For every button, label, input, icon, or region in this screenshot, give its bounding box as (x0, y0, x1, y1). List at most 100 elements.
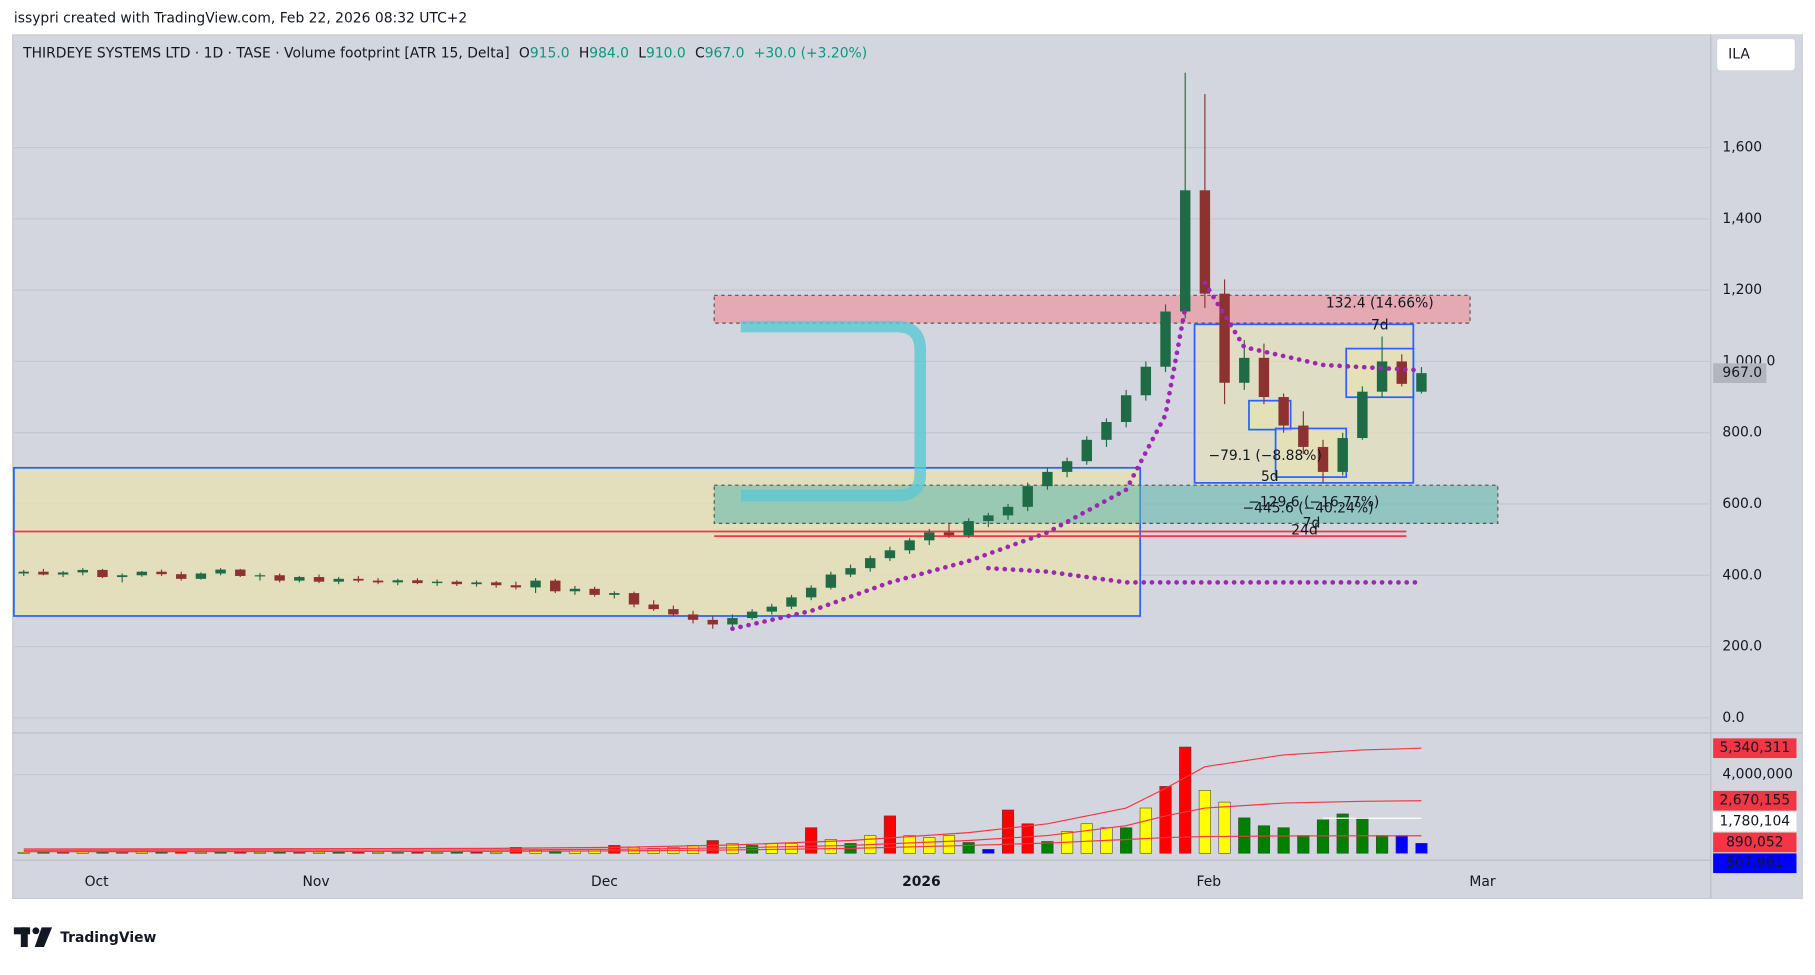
volume-bar (253, 852, 267, 854)
volume-bar (312, 851, 326, 854)
candle-body (38, 571, 49, 575)
y-tick-label: 0.0 (1722, 710, 1744, 726)
brand-logo (13, 927, 53, 948)
candle-body (865, 558, 876, 569)
candle-body (746, 611, 758, 619)
candle-body (176, 574, 187, 579)
candle-body (156, 571, 167, 575)
candle-body (1258, 357, 1270, 398)
y-tick-label: 200.0 (1722, 639, 1762, 655)
y-tick-label: 4,000,000 (1722, 767, 1793, 783)
candle-body (1396, 361, 1407, 384)
candle-body (1219, 293, 1230, 383)
candle-body (1061, 461, 1073, 472)
volume-bar (529, 850, 542, 854)
x-tick-label: 2026 (902, 874, 941, 890)
volume-bar (1257, 825, 1271, 854)
y-tick-label: 600.0 (1722, 496, 1762, 512)
candle-body (1278, 397, 1289, 426)
volume-bar (470, 851, 483, 854)
legend: THIRDEYE SYSTEMS LTD · 1D · TASE · Volum… (22, 45, 867, 61)
candle-body (392, 580, 403, 583)
candle-body (845, 568, 856, 575)
annotations: 132.4 (14.66%) 7d −79.1 (−8.88%) 5d −129… (1208, 295, 1433, 538)
last-price-label: 967.0 (1722, 365, 1762, 381)
volume-bar (155, 852, 168, 854)
y-tick-label: 1,200 (1722, 282, 1762, 298)
legend-key: L (638, 45, 646, 61)
annotation: 132.4 (14.66%) (1326, 295, 1434, 311)
y-tick-label: 1,400 (1722, 211, 1762, 227)
candle-body (1160, 311, 1171, 367)
candle-body (530, 580, 541, 588)
candle-body (943, 532, 955, 536)
legend-value: 910.0 (646, 45, 686, 61)
volume-bar (37, 851, 50, 854)
last-price-box (1713, 363, 1767, 384)
volume-bar (17, 852, 30, 854)
candle-body (294, 577, 305, 581)
x-tick-label: Oct (85, 874, 110, 890)
currency-button[interactable] (1716, 37, 1796, 72)
volume-bar (431, 852, 444, 854)
volume-bar (332, 852, 345, 854)
x-tick-label: Dec (591, 874, 618, 890)
candle-body (1101, 421, 1112, 440)
annotation: 5d (1261, 469, 1279, 485)
legend-key: C (695, 45, 705, 61)
legend-value: 967.0 (705, 45, 745, 61)
candle-body (1120, 395, 1132, 422)
currency[interactable]: ILA (1728, 47, 1750, 63)
volume-bar (1179, 746, 1192, 854)
volume-bar (1238, 817, 1251, 854)
legend-key: H (579, 45, 589, 61)
candle-body (490, 582, 502, 586)
value-label-box (1713, 811, 1797, 832)
volume-bar (982, 849, 995, 854)
candle-body (825, 574, 837, 588)
volume-bar (1395, 835, 1408, 854)
volume-bar (135, 851, 148, 854)
candle-body (136, 571, 148, 576)
volume-bar (293, 852, 306, 854)
value-label: 5,340,311 (1719, 740, 1790, 756)
volume-bar (1021, 823, 1034, 854)
candle-body (1317, 446, 1329, 472)
logo-part (20, 927, 28, 948)
value-label-box (1713, 790, 1797, 811)
candle-body (1179, 190, 1191, 312)
volume-bar (411, 851, 424, 854)
drawings (13, 294, 1499, 617)
value-label: 507,961 (1726, 855, 1783, 871)
annotation: −79.1 (−8.88%) (1208, 448, 1321, 464)
candle-body (924, 532, 935, 541)
candle-body (707, 619, 718, 625)
volume-bar (1198, 790, 1211, 854)
volume-bar (1139, 807, 1152, 854)
volume-bar (785, 843, 798, 854)
value-label-box (1713, 832, 1797, 853)
candle-body (313, 577, 325, 582)
legend-title: THIRDEYE SYSTEMS LTD · 1D · TASE · Volum… (22, 45, 510, 61)
highlight-bracket (740, 320, 927, 502)
x-tick-label: Nov (303, 874, 330, 890)
candle-body (254, 575, 266, 577)
series (17, 72, 1428, 854)
brand: TradingView (60, 930, 156, 946)
volume-bar (1001, 809, 1015, 854)
value-label-box (1713, 853, 1797, 874)
y-tick-label: 1,600 (1722, 140, 1762, 156)
volume-bar (234, 851, 247, 854)
indicator-line (23, 800, 1422, 851)
candle-body (333, 578, 344, 582)
indicator-line (23, 747, 1422, 850)
candle-body (57, 572, 69, 575)
indicator-line (23, 835, 1422, 853)
volume-bar (1375, 835, 1389, 854)
volume-bar (686, 845, 700, 854)
candle-body (1081, 439, 1092, 462)
candle-body (1298, 425, 1309, 447)
chart-background (12, 34, 1803, 900)
